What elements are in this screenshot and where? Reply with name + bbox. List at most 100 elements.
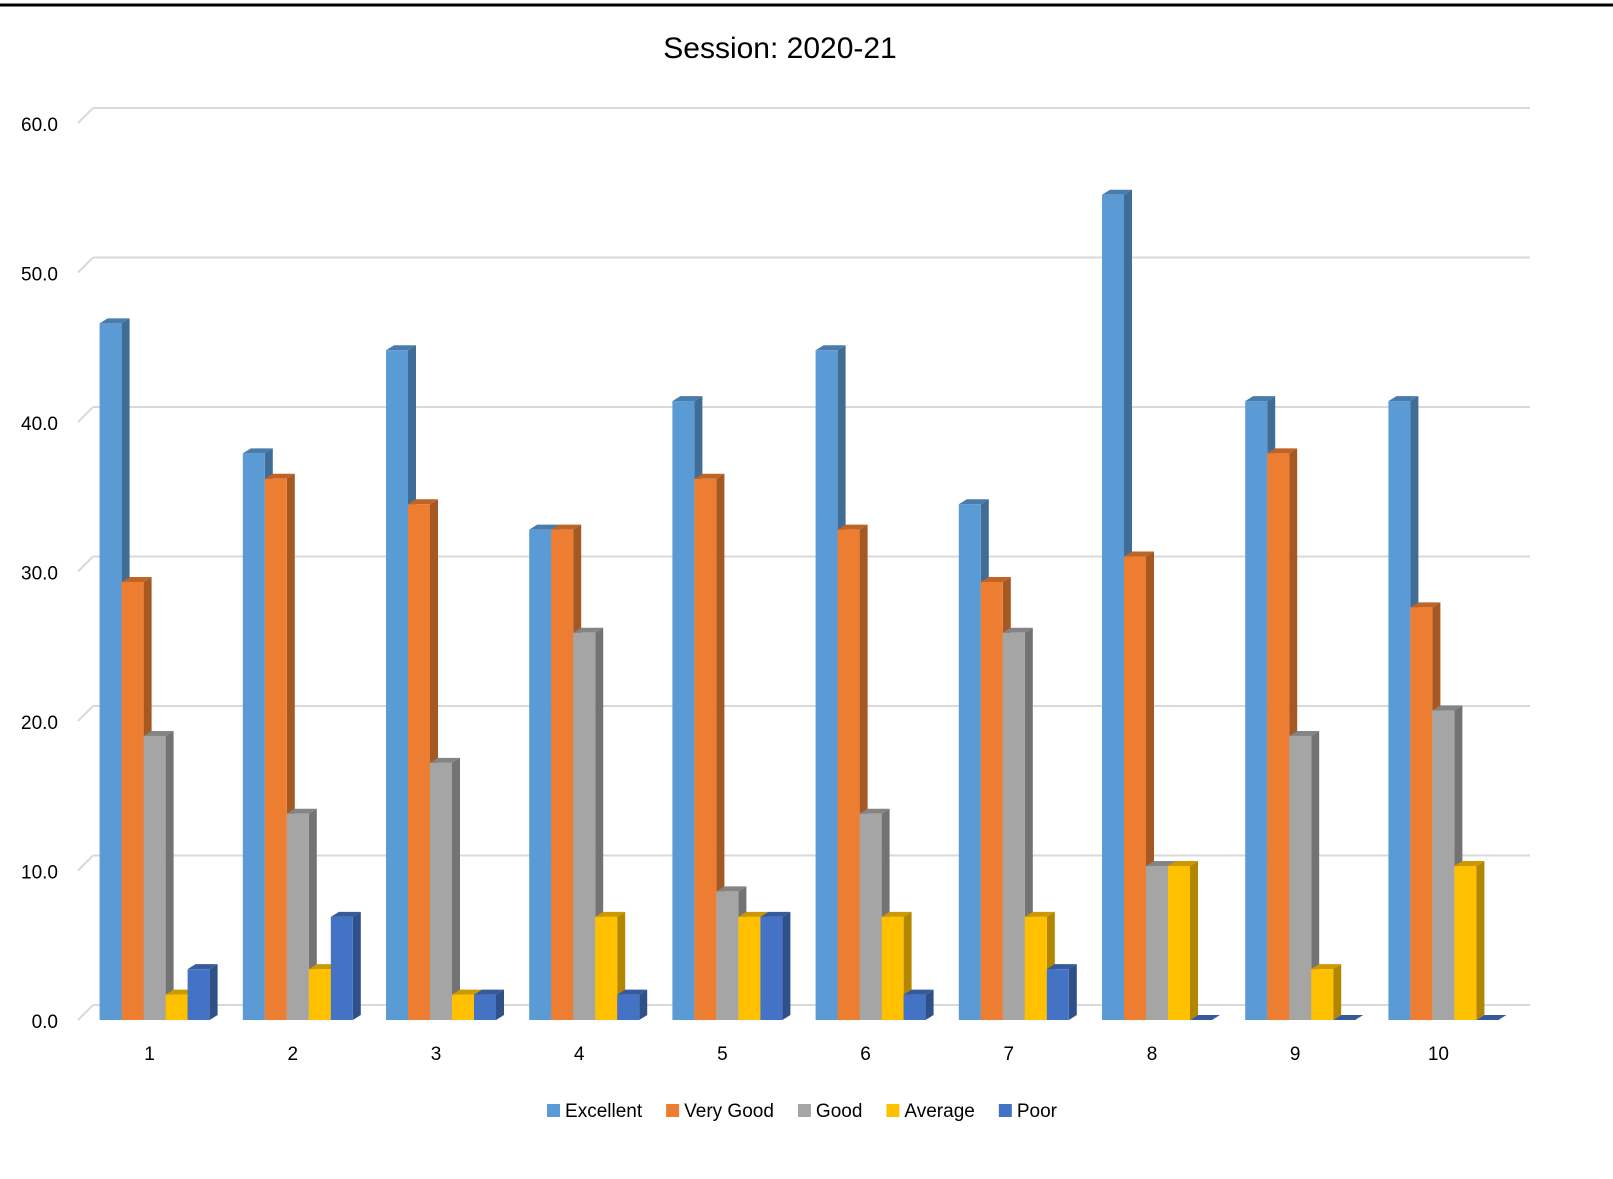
bar-front [529,529,552,1020]
bar-front [1024,916,1047,1020]
bar-front [408,504,430,1021]
x-tick-label: 10 [1428,1044,1449,1065]
bar-front [1454,866,1477,1020]
bar-front [386,350,408,1020]
bar-side [782,911,791,1020]
bar-top [1311,964,1342,970]
bar-front [308,969,331,1020]
bar-front [1311,969,1334,1020]
bar-top [1476,1015,1507,1020]
bar-top [1024,911,1055,917]
bar-front [286,813,309,1020]
bar-front [1245,401,1268,1020]
bar-top [1102,189,1132,195]
grid-line-side [77,256,94,274]
bar-top [672,396,703,402]
bar-front [573,632,596,1020]
legend-swatch [547,1104,561,1117]
x-tick-label: 3 [431,1044,442,1065]
bar-top [408,499,438,505]
bar-side [496,989,504,1020]
bar-top [958,499,989,505]
y-tick-label: 50.0 [21,265,58,286]
bar-front [551,529,574,1020]
bar-front [330,916,353,1020]
legend-swatch [886,1104,900,1117]
bar-top [386,345,416,351]
bar [1476,1015,1507,1020]
bar-front [1289,735,1312,1020]
bar-top [430,757,460,763]
y-tick-label: 40.0 [21,414,58,435]
bar [1454,861,1485,1020]
bar-front [738,916,761,1020]
x-tick-label: 8 [1147,1044,1158,1065]
bar-top [452,989,482,995]
bar-front [1410,607,1433,1020]
bar-front [903,994,926,1020]
bar [760,911,791,1020]
bar-front [1267,453,1290,1020]
bar-front [242,453,265,1020]
bar-top [881,911,912,917]
bar [474,989,504,1020]
bar-top [1410,602,1441,608]
bar-front [1102,194,1124,1020]
bar-front [760,916,783,1020]
legend-swatch [797,1104,811,1117]
x-tick-label: 4 [574,1044,585,1065]
bar-top [595,911,626,917]
x-tick-label: 2 [288,1044,299,1065]
bar-top [573,627,604,633]
bar-top [1388,396,1419,402]
y-tick-label: 60.0 [21,115,58,136]
grid-line-side [77,555,94,573]
bar-top [1289,730,1320,736]
bar-front [1124,556,1146,1020]
bar-front [1432,710,1455,1020]
bar-side [165,730,174,1020]
bar-top [1454,861,1485,867]
y-tick-label: 20.0 [21,713,58,734]
bar [1168,861,1198,1020]
bar-side [1311,730,1320,1020]
legend-swatch [666,1104,680,1117]
bar-side [639,989,648,1020]
y-tick-label: 0.0 [32,1012,58,1033]
bar-top [264,473,295,479]
bar-front [815,350,838,1020]
grid-line-side [77,107,94,124]
bar [903,989,934,1020]
grid-line-side [77,705,94,722]
bar-top [99,318,130,324]
y-tick-label: 10.0 [21,863,58,884]
legend-label: Excellent [565,1101,643,1122]
bar [1289,730,1320,1020]
legend-label: Average [904,1101,974,1122]
bar-top [815,345,846,351]
bar-front [1046,969,1069,1020]
bar-top [837,524,868,530]
bar [1190,1015,1220,1020]
bar-front [837,529,860,1020]
grid-line-side [77,1004,94,1021]
bar-front [452,994,474,1020]
bar-top [1046,964,1077,970]
bar-front [121,581,144,1020]
bar-front [264,478,287,1020]
bar-top [143,730,174,736]
bar [430,757,460,1020]
bar-side [1333,964,1342,1020]
bar-top [1333,1015,1364,1020]
bar-top [1432,705,1463,711]
bar-side [1190,861,1198,1020]
bar-front [1146,866,1168,1020]
bar-top [617,989,648,995]
chart-title: Session: 2020-21 [663,32,897,65]
bar [143,730,174,1020]
bar-front [716,891,739,1020]
bar-front [881,916,904,1020]
bar-top [551,524,582,530]
bar [1311,964,1342,1020]
